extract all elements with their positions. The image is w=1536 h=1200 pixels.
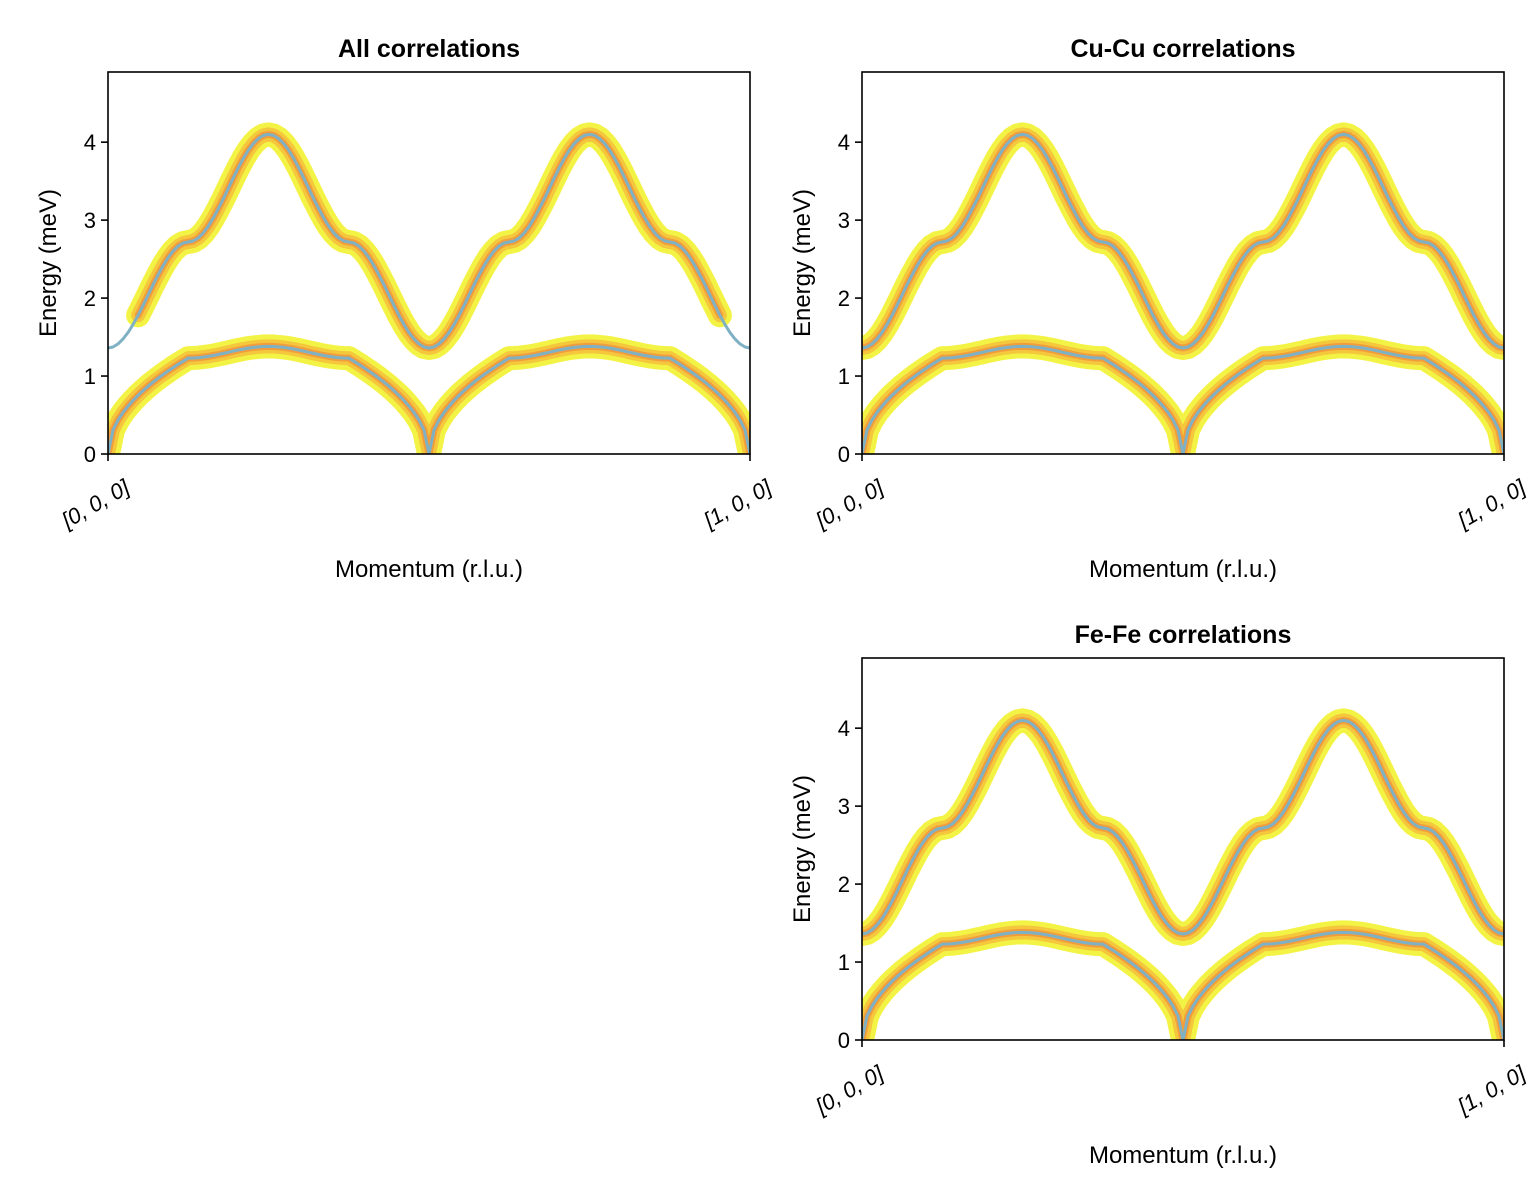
x-ticks: [0, 0, 0] [1, 0, 0] <box>811 1040 1531 1119</box>
intensity-band-upper <box>862 713 1504 941</box>
y-tick-label: 3 <box>84 208 96 233</box>
y-ticks: 0 1 2 3 4 <box>84 130 108 467</box>
x-tick-label-end: [1, 0, 0] <box>699 474 777 533</box>
axes-frame <box>107 71 751 455</box>
chart-title: Cu-Cu correlations <box>1070 35 1295 63</box>
plot-area <box>862 122 1504 454</box>
x-tick-label-start: [0, 0, 0] <box>811 1060 889 1119</box>
intensity-band-upper <box>134 130 724 352</box>
y-axis-label: Energy (meV) <box>789 189 816 337</box>
dispersion-line-upper <box>108 132 750 350</box>
y-tick-label: 0 <box>838 1028 850 1053</box>
chart-title: All correlations <box>338 35 520 63</box>
dispersion-line-upper <box>862 718 1504 936</box>
y-axis-label: Energy (meV) <box>789 775 816 923</box>
dispersion-line-lower <box>108 344 750 454</box>
axes-frame <box>861 71 1505 455</box>
y-tick-label: 4 <box>838 130 850 155</box>
panel-cu-cu-correlations: Cu-Cu correlations 0 1 2 3 4 [0, 0, 0] [1, 0… <box>789 35 1530 583</box>
x-tick-label-end: [1, 0, 0] <box>1453 474 1531 533</box>
y-tick-label: 4 <box>84 130 96 155</box>
y-tick-label: 3 <box>838 794 850 819</box>
y-tick-label: 1 <box>838 364 850 389</box>
y-tick-label: 2 <box>84 286 96 311</box>
y-tick-label: 4 <box>838 716 850 741</box>
intensity-band-upper <box>126 122 732 360</box>
intensity-band-upper <box>131 127 727 355</box>
y-tick-label: 1 <box>838 950 850 975</box>
panel-fe-fe-correlations: Fe-Fe correlations 0 1 2 3 4 [0, 0, 0] [1, 0… <box>789 621 1530 1169</box>
y-tick-label: 0 <box>838 442 850 467</box>
x-axis-label: Momentum (r.l.u.) <box>1089 556 1277 583</box>
y-ticks: 0 1 2 3 4 <box>838 130 862 467</box>
x-tick-label-start: [0, 0, 0] <box>57 474 135 533</box>
y-ticks: 0 1 2 3 4 <box>838 716 862 1053</box>
x-tick-label-end: [1, 0, 0] <box>1453 1060 1531 1119</box>
plot-area <box>862 708 1504 1040</box>
y-tick-label: 0 <box>84 442 96 467</box>
y-tick-label: 3 <box>838 208 850 233</box>
axes-frame <box>861 657 1505 1041</box>
x-tick-label-start: [0, 0, 0] <box>811 474 889 533</box>
x-ticks: [0, 0, 0] [1, 0, 0] <box>57 454 777 533</box>
dispersion-line-lower <box>862 930 1504 1040</box>
intensity-band-upper <box>862 127 1504 355</box>
chart-title: Fe-Fe correlations <box>1075 621 1292 649</box>
y-tick-label: 2 <box>838 286 850 311</box>
dispersion-line-lower <box>862 344 1504 454</box>
x-ticks: [0, 0, 0] [1, 0, 0] <box>811 454 1531 533</box>
y-tick-label: 2 <box>838 872 850 897</box>
y-tick-label: 1 <box>84 364 96 389</box>
panel-all-correlations: All correlations 0 1 2 3 4 [0, 0, 0] [1, 0, … <box>35 35 776 583</box>
x-axis-label: Momentum (r.l.u.) <box>1089 1142 1277 1169</box>
plot-area <box>108 122 750 454</box>
y-axis-label: Energy (meV) <box>35 189 62 337</box>
dispersion-line-upper <box>862 132 1504 350</box>
x-axis-label: Momentum (r.l.u.) <box>335 556 523 583</box>
